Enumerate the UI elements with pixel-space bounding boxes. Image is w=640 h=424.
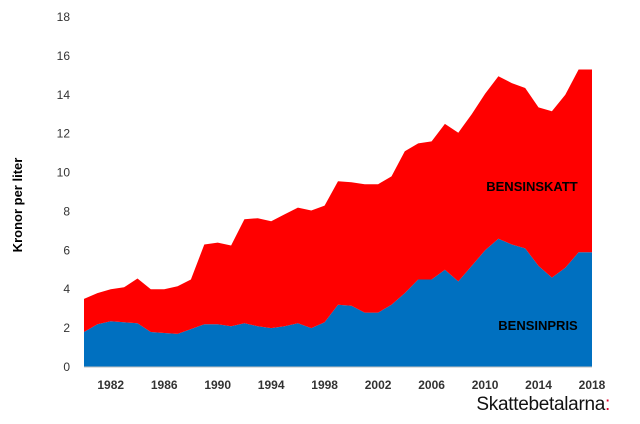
x-tick-label: 2002 xyxy=(365,378,392,392)
x-tick-label: 1994 xyxy=(258,378,285,392)
brand-colon: : xyxy=(605,394,610,415)
y-tick-label: 14 xyxy=(57,88,71,102)
series-label-bensinskatt: BENSINSKATT xyxy=(486,179,578,194)
x-tick-label: 2006 xyxy=(418,378,445,392)
series-label-bensinpris: BENSINPRIS xyxy=(498,318,578,333)
y-axis-label: Kronor per liter xyxy=(10,158,25,253)
y-axis-ticks: 0 2 4 6 8 10 12 14 16 18 xyxy=(57,10,71,374)
y-tick-label: 8 xyxy=(63,204,70,218)
x-tick-label: 1990 xyxy=(204,378,231,392)
y-tick-label: 4 xyxy=(63,282,70,296)
y-tick-label: 2 xyxy=(63,321,70,335)
y-tick-label: 0 xyxy=(63,360,70,374)
x-tick-label: 2010 xyxy=(472,378,499,392)
y-tick-label: 18 xyxy=(57,10,71,24)
series-area-bensinpris xyxy=(84,238,592,367)
x-tick-label: 2018 xyxy=(579,378,606,392)
y-tick-label: 16 xyxy=(57,49,71,63)
x-tick-label: 1998 xyxy=(311,378,338,392)
y-tick-label: 10 xyxy=(57,166,71,180)
x-tick-label: 1986 xyxy=(151,378,178,392)
brand-name: Skattebetalarna xyxy=(476,394,606,415)
series-area-bensinskatt xyxy=(84,69,592,334)
y-tick-label: 6 xyxy=(63,243,70,257)
x-tick-label: 2014 xyxy=(525,378,552,392)
x-tick-label: 1982 xyxy=(97,378,124,392)
y-tick-label: 12 xyxy=(57,127,71,141)
x-axis-ticks: 1982 1986 1990 1994 1998 2002 2006 2010 2014 2018 xyxy=(97,378,605,392)
brand-logo: Skattebetalarna: xyxy=(476,394,610,416)
